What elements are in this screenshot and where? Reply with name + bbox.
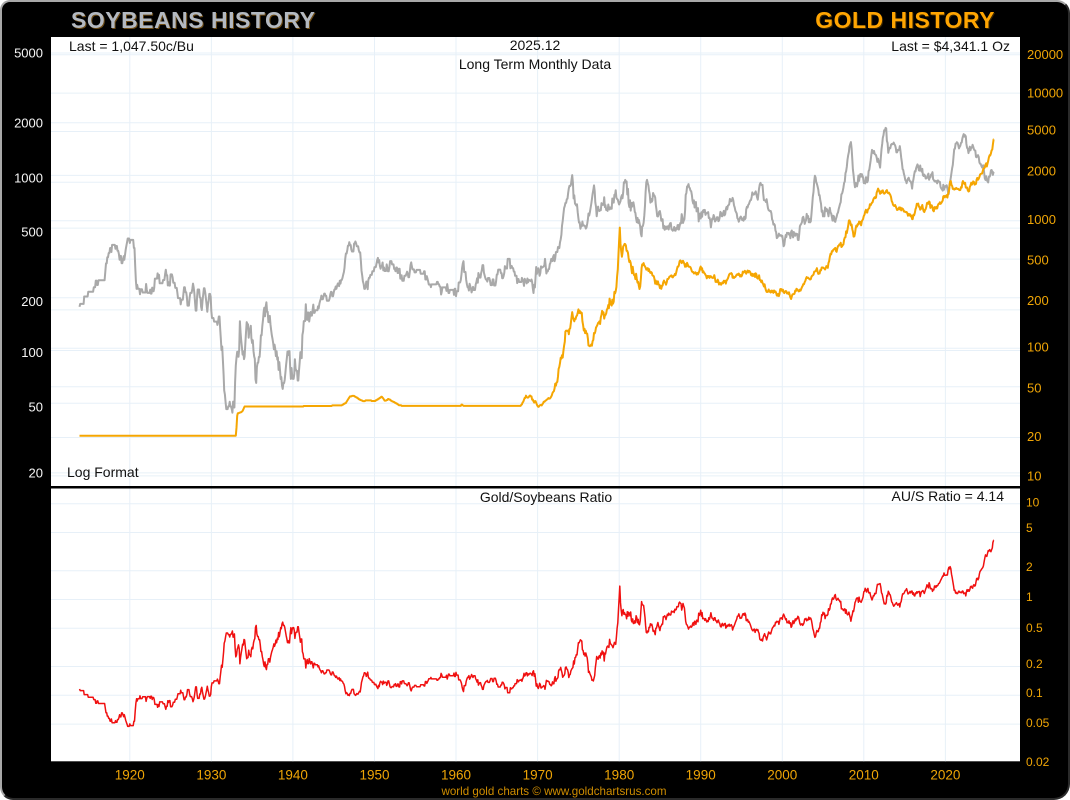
svg-text:2025.12: 2025.12 — [510, 37, 561, 53]
svg-text:500: 500 — [1027, 253, 1049, 268]
svg-text:2000: 2000 — [767, 768, 797, 783]
svg-text:Gold/Soybeans Ratio: Gold/Soybeans Ratio — [480, 489, 613, 505]
svg-text:10: 10 — [1027, 468, 1041, 483]
svg-text:500: 500 — [21, 224, 43, 239]
svg-text:2000: 2000 — [14, 115, 43, 130]
svg-text:0.2: 0.2 — [1026, 657, 1043, 671]
svg-text:2000: 2000 — [1027, 164, 1056, 179]
svg-text:0.1: 0.1 — [1026, 686, 1043, 700]
svg-text:Last = 1,047.50c/Bu: Last = 1,047.50c/Bu — [69, 38, 194, 54]
svg-text:0.05: 0.05 — [1026, 716, 1050, 730]
svg-text:2020: 2020 — [930, 768, 960, 783]
svg-text:1960: 1960 — [441, 768, 471, 783]
svg-text:200: 200 — [21, 294, 43, 309]
svg-text:1930: 1930 — [196, 768, 226, 783]
svg-text:Long Term Monthly Data: Long Term Monthly Data — [459, 56, 611, 72]
svg-text:2010: 2010 — [849, 768, 879, 783]
svg-text:200: 200 — [1027, 293, 1049, 308]
svg-text:5000: 5000 — [1027, 123, 1056, 138]
svg-text:1990: 1990 — [686, 768, 716, 783]
svg-text:1950: 1950 — [359, 768, 389, 783]
svg-text:1: 1 — [1026, 590, 1033, 604]
svg-text:2: 2 — [1026, 560, 1033, 574]
svg-text:0.5: 0.5 — [1026, 621, 1043, 635]
svg-text:1940: 1940 — [278, 768, 308, 783]
svg-text:0.02: 0.02 — [1026, 755, 1050, 769]
svg-text:1000: 1000 — [14, 170, 43, 185]
svg-text:10000: 10000 — [1027, 85, 1063, 100]
svg-text:Last = $4,341.1 Oz: Last = $4,341.1 Oz — [891, 38, 1010, 54]
svg-text:20000: 20000 — [1027, 47, 1063, 62]
svg-text:20: 20 — [1027, 429, 1041, 444]
svg-text:100: 100 — [1027, 340, 1049, 355]
svg-text:AU/S Ratio = 4.14: AU/S Ratio = 4.14 — [892, 488, 1005, 504]
svg-text:5000: 5000 — [14, 46, 43, 61]
svg-text:world gold charts © www.goldch: world gold charts © www.goldchartsrus.co… — [440, 785, 666, 798]
svg-text:1920: 1920 — [115, 768, 145, 783]
svg-text:20: 20 — [29, 466, 43, 481]
svg-text:Log Format: Log Format — [67, 464, 139, 480]
svg-text:100: 100 — [21, 345, 43, 360]
svg-text:1000: 1000 — [1027, 212, 1056, 227]
svg-text:1980: 1980 — [604, 768, 634, 783]
svg-text:50: 50 — [29, 400, 43, 415]
svg-text:10: 10 — [1026, 496, 1040, 510]
svg-text:1970: 1970 — [523, 768, 553, 783]
svg-text:50: 50 — [1027, 381, 1041, 396]
svg-text:5: 5 — [1026, 521, 1033, 535]
